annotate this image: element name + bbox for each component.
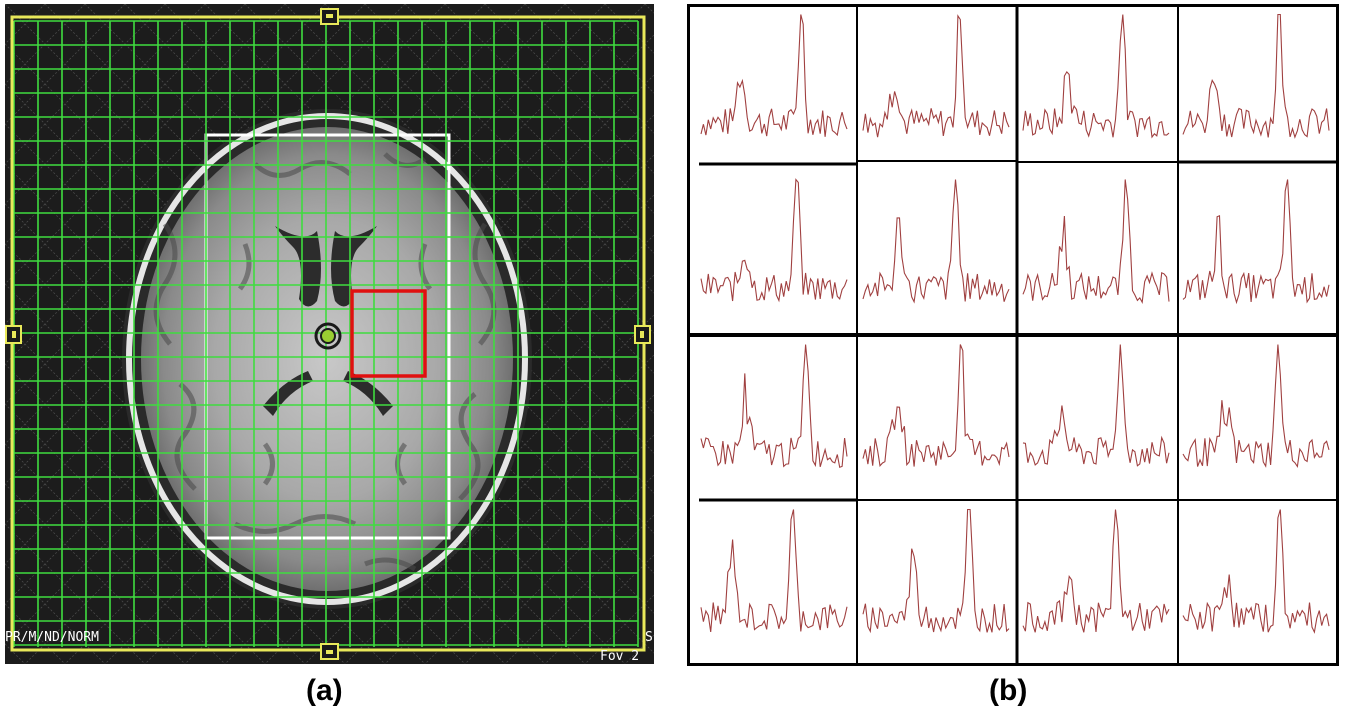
mri-svg xyxy=(5,4,654,664)
spectrum-trace-r2-c1 xyxy=(700,178,848,303)
fov-label: Fov 2 xyxy=(600,649,640,664)
spectroscopy-grid xyxy=(13,20,639,647)
caption-b: (b) xyxy=(989,674,1028,707)
center-marker-outer[interactable] xyxy=(314,322,342,350)
top-handle-mark xyxy=(326,14,333,18)
spectrum-trace-r3-c4 xyxy=(1182,344,1330,469)
spectrum-trace-r4-c3 xyxy=(1022,509,1170,633)
spectrum-trace-r2-c4 xyxy=(1182,179,1330,305)
center-marker-inner xyxy=(320,328,336,344)
spectrum-trace-r3-c2 xyxy=(862,344,1010,468)
spectrum-trace-r2-c2 xyxy=(862,179,1010,304)
orientation-label: S xyxy=(645,630,653,645)
selected-voxel-block[interactable] xyxy=(350,289,427,378)
spectrum-trace-r1-c1 xyxy=(700,14,848,137)
spectrum-trace-r4-c4 xyxy=(1182,509,1330,634)
spectra-svg xyxy=(687,4,1339,666)
spectra-panel xyxy=(687,4,1339,666)
spectrum-trace-r4-c1 xyxy=(700,509,848,632)
frame-handles[interactable] xyxy=(5,8,651,660)
spectrum-trace-r3-c1 xyxy=(700,344,848,469)
acquisition-label: PR/M/ND/NORM xyxy=(5,630,99,645)
spectrum-trace-r1-c2 xyxy=(862,14,1010,138)
skull-outline xyxy=(126,113,528,605)
brain xyxy=(141,127,513,591)
spectrum-trace-r1-c3 xyxy=(1022,14,1170,139)
spectrum-trace-r3-c3 xyxy=(1022,344,1170,467)
spectrum-trace-r4-c2 xyxy=(862,508,1010,634)
spectrum-trace-r2-c3 xyxy=(1022,179,1170,304)
left-handle-mark xyxy=(12,331,16,338)
spectrum-trace-r1-c4 xyxy=(1182,13,1330,139)
spectra-lines xyxy=(700,13,1330,634)
right-handle-mark xyxy=(640,331,644,338)
mri-image-panel: PR/M/ND/NORM S Fov 2 xyxy=(5,4,654,664)
spectra-dividers xyxy=(687,4,1339,666)
bottom-handle-mark xyxy=(326,650,333,654)
caption-a: (a) xyxy=(306,674,343,707)
